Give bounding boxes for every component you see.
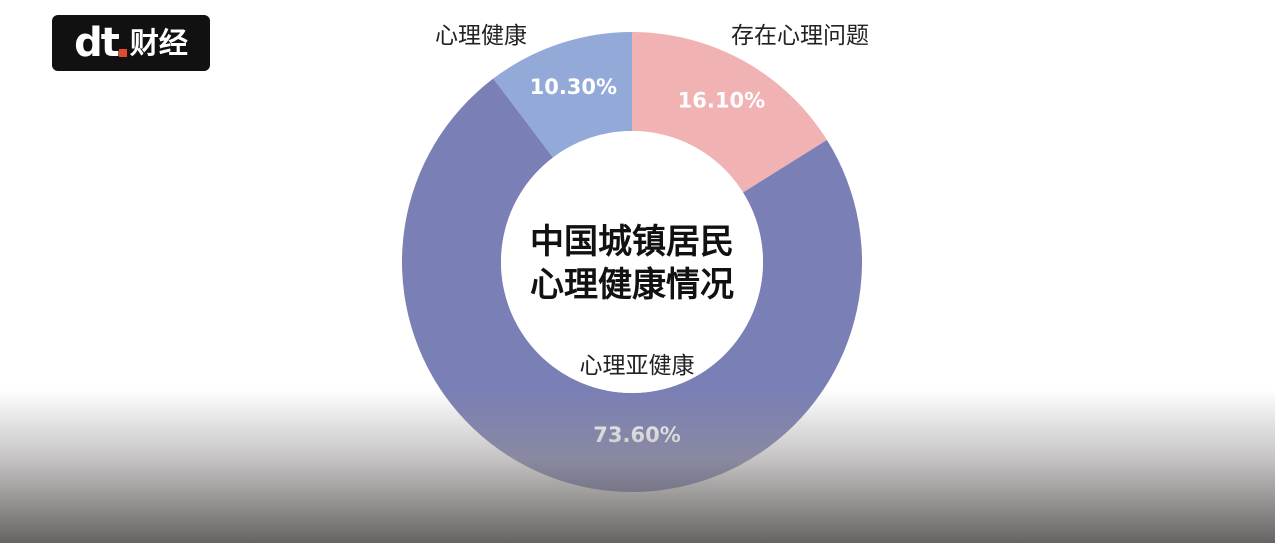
donut-hole bbox=[501, 131, 763, 393]
chart-title-line-2: 心理健康情况 bbox=[530, 265, 734, 305]
value-label-1: 16.10% bbox=[678, 89, 765, 113]
logo-name: 财经 bbox=[129, 25, 188, 60]
value-label-3: 10.30% bbox=[530, 75, 617, 99]
logo-mark: dt bbox=[74, 20, 120, 66]
category-label-1: 存在心理问题 bbox=[731, 23, 869, 49]
donut-slice-1 bbox=[632, 32, 827, 193]
logo-dot bbox=[118, 49, 127, 57]
dt-finance-logo: dt 财经 bbox=[52, 15, 210, 71]
donut-slices bbox=[401, 31, 862, 493]
donut-slice-3 bbox=[493, 31, 632, 158]
donut-slice-2 bbox=[401, 78, 862, 493]
chart-title-line-1: 中国城镇居民 bbox=[530, 222, 734, 262]
category-label-3: 心理健康 bbox=[435, 23, 527, 49]
value-label-2: 73.60% bbox=[593, 423, 680, 447]
category-label-2: 心理亚健康 bbox=[580, 353, 695, 379]
